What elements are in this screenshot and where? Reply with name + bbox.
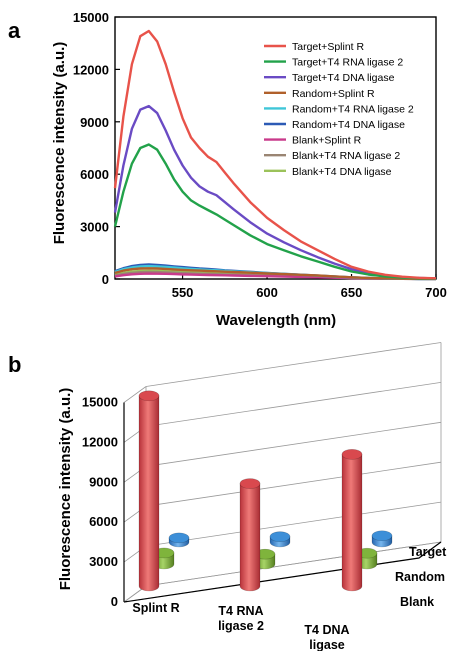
legend-label-blank-t4-rna-ligase-2: Blank+T4 RNA ligase 2 [292, 150, 400, 162]
legend-label-blank-splint-r: Blank+Splint R [292, 135, 362, 147]
panel-b-label: b [8, 352, 21, 377]
panel-b-y-axis-title: Fluorescence intensity (a.u.) [57, 388, 74, 591]
x-tick-label: 600 [256, 285, 278, 300]
y-tick-label: 6000 [80, 167, 109, 182]
cylinder-body [138, 395, 160, 592]
y-tick-label: 6000 [89, 514, 118, 529]
y-tick-label: 0 [111, 594, 118, 609]
series-line-random-splint-r [114, 267, 437, 281]
series-line-target-t4-dna-ligase [113, 104, 437, 280]
y-tick-label: 3000 [89, 554, 118, 569]
panel-b-y-ticks: 0 3000 6000 9000 12000 15000 [82, 395, 118, 610]
panel-a-legend: Target+Splint R Target+T4 RNA ligase 2 Tar… [264, 41, 414, 178]
panel-a-line-chart: a Fluorescence intensity (a.u.) Waveleng… [8, 10, 447, 329]
depth-label-random: Random [395, 570, 445, 584]
category-label-t4-rna-ligase-2: T4 RNA ligase 2 [218, 604, 264, 633]
y-tick-label: 15000 [73, 10, 109, 25]
category-label-t4-dna-ligase: T4 DNA ligase [304, 623, 349, 651]
panel-a-series-lines [113, 29, 437, 281]
legend-label-target-splint-r: Target+Splint R [292, 41, 364, 53]
panel-b-depth-labels: Target Random Blank [395, 545, 447, 609]
x-tick-label: 700 [425, 285, 447, 300]
cylinder-top [371, 530, 393, 542]
panel-a-x-ticks: 550 600 650 700 [172, 274, 447, 300]
cylinder-target-splint-r [138, 390, 160, 592]
panel-b-cylinders [138, 390, 393, 592]
y-tick-label: 12000 [82, 434, 118, 449]
panel-a-y-ticks: 0 3000 6000 9000 12000 15000 [73, 10, 120, 287]
depth-label-target: Target [409, 545, 447, 559]
cylinder-top [168, 532, 190, 544]
y-tick-label: 3000 [80, 220, 109, 235]
y-tick-label: 15000 [82, 395, 118, 410]
cylinder-body [239, 483, 261, 592]
legend-label-random-t4-rna-ligase-2: Random+T4 RNA ligase 2 [292, 103, 414, 115]
cylinder-top [341, 449, 363, 460]
gridline [145, 421, 442, 467]
panel-a-y-axis-title: Fluorescence intensity (a.u.) [51, 42, 68, 245]
series-line-target-splint-r [113, 29, 437, 280]
y-tick-label: 0 [102, 272, 109, 287]
x-tick-label: 550 [172, 285, 194, 300]
series-line-target-t4-rna-ligase-2 [113, 143, 437, 280]
cylinder-target-t4-dna-ligase [341, 449, 363, 592]
y-tick-label: 12000 [73, 62, 109, 77]
cylinder-body [341, 454, 363, 592]
legend-label-target-t4-rna-ligase-2: Target+T4 RNA ligase 2 [292, 57, 403, 69]
legend-label-target-t4-dna-ligase: Target+T4 DNA ligase [292, 72, 395, 84]
y-tick-label: 9000 [80, 115, 109, 130]
panel-b-category-labels: Splint R T4 RNA ligase 2 T4 DNA ligase [132, 601, 349, 651]
panel-a-plot-frame [114, 16, 437, 280]
legend-label-random-t4-dna-ligase: Random+T4 DNA ligase [292, 119, 405, 131]
category-label-splint-r: Splint R [132, 601, 179, 615]
y-tick-label: 9000 [89, 474, 118, 489]
gridline [145, 461, 442, 507]
cylinder-blank-t4-dna-ligase [371, 530, 393, 548]
cylinder-top [239, 478, 261, 489]
cylinder-blank-t4-rna-ligase-2 [269, 531, 291, 548]
gridline [145, 501, 442, 547]
panel-b-3d-bar-chart: b Fluorescence intensity (a.u.) 0 3000 600… [8, 342, 447, 651]
gridline [145, 382, 442, 427]
cylinder-top [269, 531, 291, 542]
panel-a-x-axis-title: Wavelength (nm) [216, 312, 336, 329]
depth-label-blank: Blank [400, 595, 434, 609]
floor-front-edge [123, 541, 442, 603]
panel-a-label: a [8, 18, 21, 43]
cylinder-blank-splint-r [168, 532, 190, 548]
cylinder-top [138, 390, 160, 402]
legend-label-blank-t4-dna-ligase: Blank+T4 DNA ligase [292, 166, 392, 178]
cylinder-target-t4-rna-ligase-2 [239, 478, 261, 592]
gridline [123, 386, 147, 403]
x-tick-label: 650 [341, 285, 363, 300]
gridline [145, 342, 442, 387]
legend-label-random-splint-r: Random+Splint R [292, 88, 375, 100]
